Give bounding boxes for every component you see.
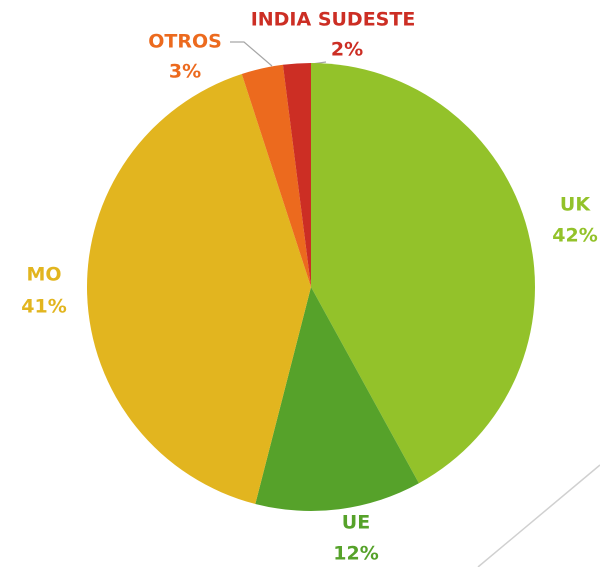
value-label: 3% bbox=[169, 61, 201, 83]
category-label: MO bbox=[26, 264, 61, 286]
pie-slice bbox=[311, 63, 535, 484]
category-label: UE bbox=[342, 512, 370, 534]
pie-slice bbox=[282, 63, 311, 287]
pie-slice bbox=[241, 64, 311, 288]
decoration-line bbox=[477, 464, 600, 567]
value-label: 41% bbox=[21, 296, 66, 318]
pie-slice bbox=[87, 73, 312, 504]
value-label: 2% bbox=[331, 39, 363, 61]
pie-slice bbox=[255, 287, 419, 511]
category-label: INDIA SUDESTE bbox=[251, 9, 416, 31]
value-label: 42% bbox=[552, 225, 597, 247]
category-label: UK bbox=[560, 194, 591, 216]
category-label: OTROS bbox=[148, 31, 222, 53]
leader-line bbox=[230, 41, 273, 67]
value-label: 12% bbox=[333, 543, 378, 565]
